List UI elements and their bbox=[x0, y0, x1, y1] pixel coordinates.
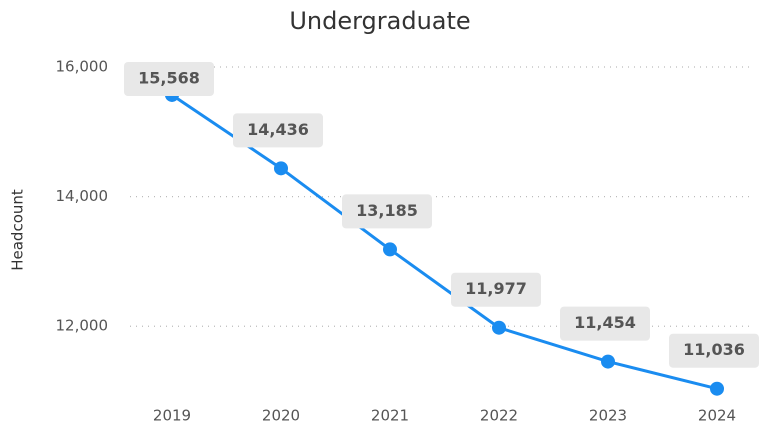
data-label: 15,568 bbox=[124, 62, 214, 96]
data-label-box bbox=[560, 306, 650, 341]
x-tick-label: 2021 bbox=[371, 407, 409, 425]
x-tick-label: 2024 bbox=[698, 407, 736, 425]
data-label: 11,454 bbox=[560, 306, 650, 341]
y-tick-label: 12,000 bbox=[56, 317, 109, 335]
data-label: 14,436 bbox=[233, 113, 323, 148]
point bbox=[492, 320, 506, 335]
data-label-text: 15,568 bbox=[138, 69, 200, 88]
data-label: 11,036 bbox=[669, 333, 759, 368]
data-label-text: 13,185 bbox=[356, 201, 418, 220]
data-label-text: 11,977 bbox=[465, 279, 527, 298]
data-label: 13,185 bbox=[342, 194, 432, 229]
data-label-text: 11,036 bbox=[683, 340, 745, 359]
data-label-box bbox=[451, 272, 541, 307]
data-label-text: 11,454 bbox=[574, 313, 636, 332]
y-tick-label: 16,000 bbox=[56, 57, 109, 75]
point bbox=[601, 354, 615, 369]
data-label: 11,977 bbox=[451, 272, 541, 307]
data-label-box bbox=[124, 62, 214, 96]
point bbox=[274, 161, 288, 176]
x-tick-label: 2022 bbox=[480, 407, 518, 425]
y-axis-label: Headcount bbox=[9, 189, 27, 271]
data-label-box bbox=[669, 333, 759, 368]
data-label-text: 14,436 bbox=[247, 120, 309, 139]
y-tick-label: 14,000 bbox=[56, 187, 109, 205]
chart-title: Undergraduate bbox=[289, 7, 470, 35]
point bbox=[710, 381, 724, 396]
point bbox=[383, 242, 397, 257]
line bbox=[171, 93, 718, 391]
data-label-box bbox=[342, 194, 432, 229]
x-tick-label: 2019 bbox=[153, 407, 191, 425]
x-tick-label: 2023 bbox=[589, 407, 627, 425]
x-tick-label: 2020 bbox=[262, 407, 300, 425]
data-label-box bbox=[233, 113, 323, 148]
